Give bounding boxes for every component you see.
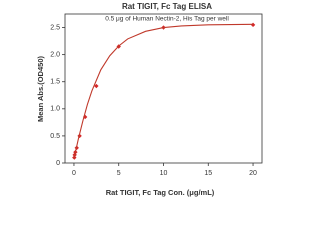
y-tick-label: 1.5: [50, 79, 60, 86]
data-point: [94, 83, 99, 89]
y-tick-label: 2.5: [50, 24, 60, 31]
plot-frame: [64, 13, 263, 164]
x-tick-label: 0: [72, 170, 76, 177]
x-tick-label: 5: [117, 170, 121, 177]
x-tick-label: 20: [249, 170, 257, 177]
y-tick-label: 2.0: [50, 51, 60, 58]
chart-title: Rat TIGIT, Fc Tag ELISA: [122, 2, 212, 11]
page: {"chart_data": {"type": "scatter", "titl…: [35, 2, 263, 197]
x-tick-label: 10: [160, 170, 168, 177]
fit-curve: [73, 23, 254, 159]
y-tick-label: 1.0: [50, 106, 60, 113]
y-tick-label: 0.5: [50, 133, 60, 140]
y-axis-label: Mean Abs.(OD450): [36, 56, 45, 122]
chart-subtitle: 0.5 μg of Human Nectin-2, His Tag per we…: [105, 16, 229, 23]
y-tick-label: 0: [56, 160, 60, 167]
x-tick-label: 15: [204, 170, 212, 177]
chart: Rat TIGIT, Fc Tag ELISA 0.5 μg of Human …: [36, 2, 263, 197]
x-axis-label: Rat TIGIT, Fc Tag Con. (μg/mL): [106, 188, 215, 197]
